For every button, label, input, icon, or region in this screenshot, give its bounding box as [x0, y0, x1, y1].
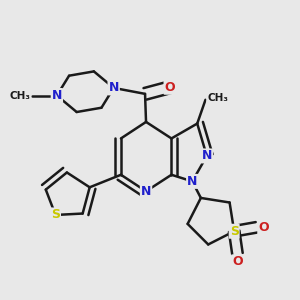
Text: N: N	[202, 149, 212, 162]
Text: S: S	[230, 225, 239, 238]
Text: N: N	[52, 89, 62, 102]
Text: N: N	[141, 185, 151, 198]
Text: N: N	[187, 175, 197, 188]
Text: O: O	[164, 81, 175, 94]
Text: CH₃: CH₃	[10, 91, 31, 100]
Text: O: O	[258, 221, 269, 234]
Text: S: S	[51, 208, 60, 221]
Text: N: N	[109, 81, 119, 94]
Text: O: O	[232, 255, 243, 268]
Text: CH₃: CH₃	[207, 93, 228, 103]
